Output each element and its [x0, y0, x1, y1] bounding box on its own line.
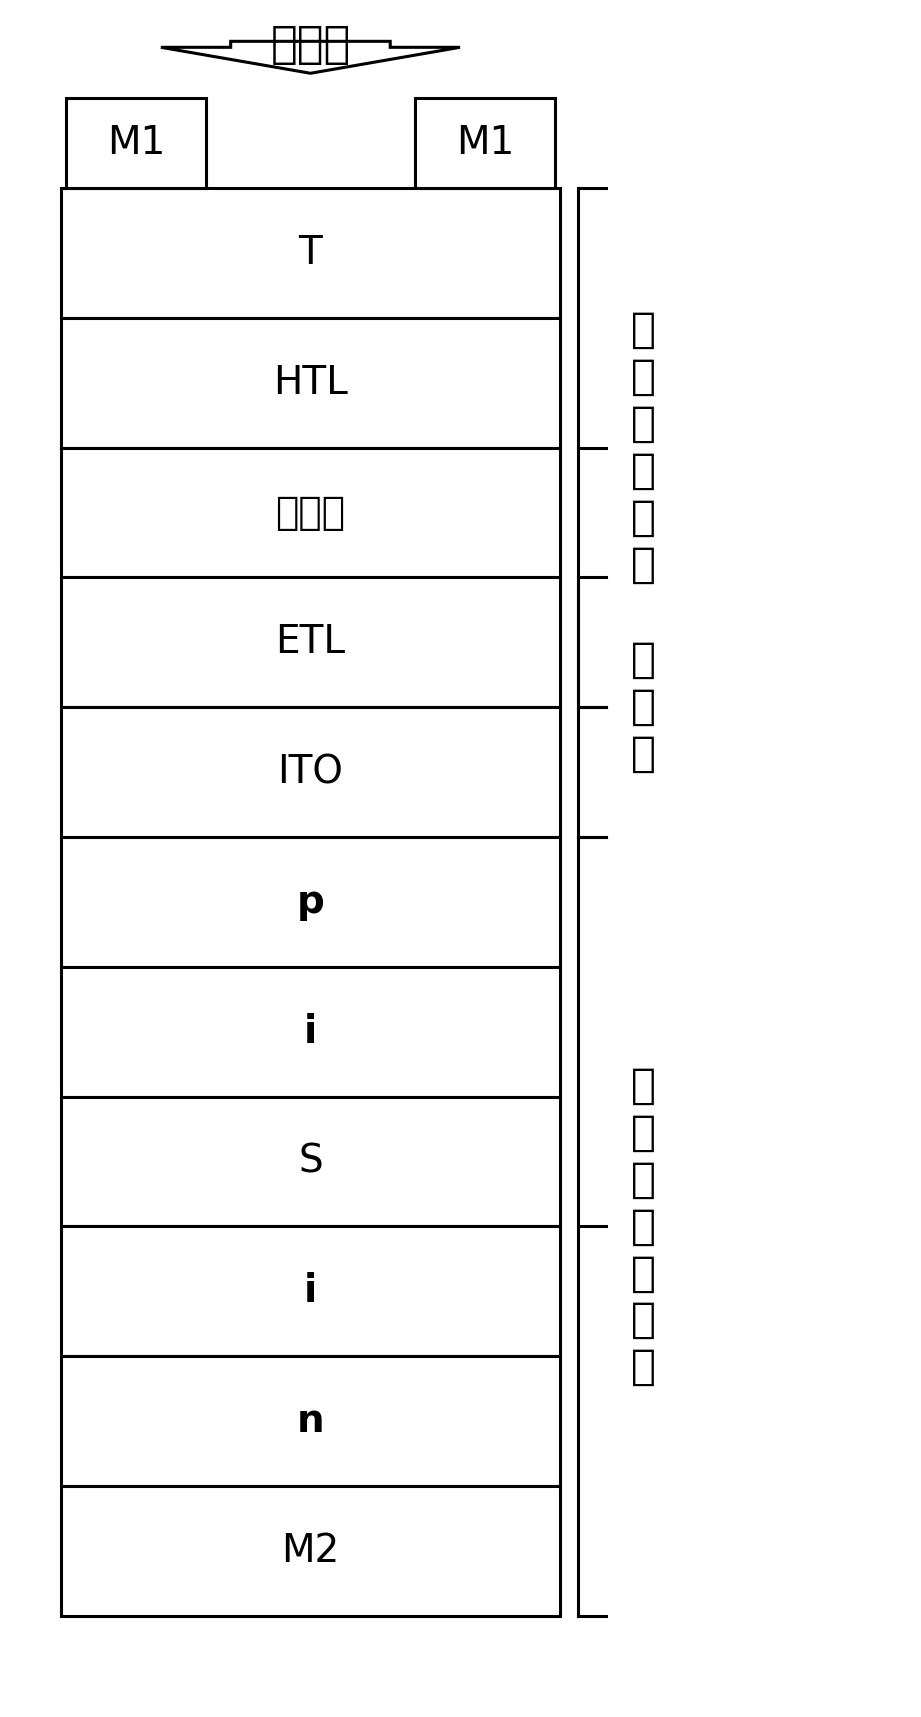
Text: 钙
钛
矿
顶
电
池: 钙 钛 矿 顶 电 池	[631, 309, 656, 585]
Bar	[61, 577, 560, 707]
Bar	[61, 1356, 560, 1485]
Bar	[61, 448, 560, 577]
Text: 硅
异
质
结
底
电
池: 硅 异 质 结 底 电 池	[631, 1065, 656, 1389]
Text: 隧
穿
结: 隧 穿 结	[631, 639, 656, 774]
Text: p: p	[297, 883, 324, 920]
Bar	[415, 98, 554, 189]
Text: S: S	[298, 1142, 322, 1181]
Text: ITO: ITO	[277, 754, 344, 792]
Bar	[61, 707, 560, 836]
Text: T: T	[298, 234, 322, 271]
Bar	[61, 189, 560, 318]
Bar	[61, 318, 560, 448]
Text: 太阳光: 太阳光	[271, 22, 351, 65]
Bar	[61, 836, 560, 967]
Text: HTL: HTL	[273, 364, 348, 402]
Text: i: i	[304, 1013, 317, 1051]
Text: M2: M2	[281, 1532, 340, 1569]
Text: M1: M1	[107, 124, 165, 161]
Text: ETL: ETL	[275, 623, 345, 661]
Bar	[61, 1485, 560, 1616]
Bar	[61, 1097, 560, 1226]
Text: i: i	[304, 1272, 317, 1310]
Bar	[66, 98, 205, 189]
Text: M1: M1	[456, 124, 514, 161]
Polygon shape	[161, 41, 460, 74]
Text: n: n	[297, 1403, 324, 1441]
Bar	[61, 967, 560, 1097]
Bar	[61, 1226, 560, 1356]
Text: 钙钛矿: 钙钛矿	[275, 493, 345, 532]
